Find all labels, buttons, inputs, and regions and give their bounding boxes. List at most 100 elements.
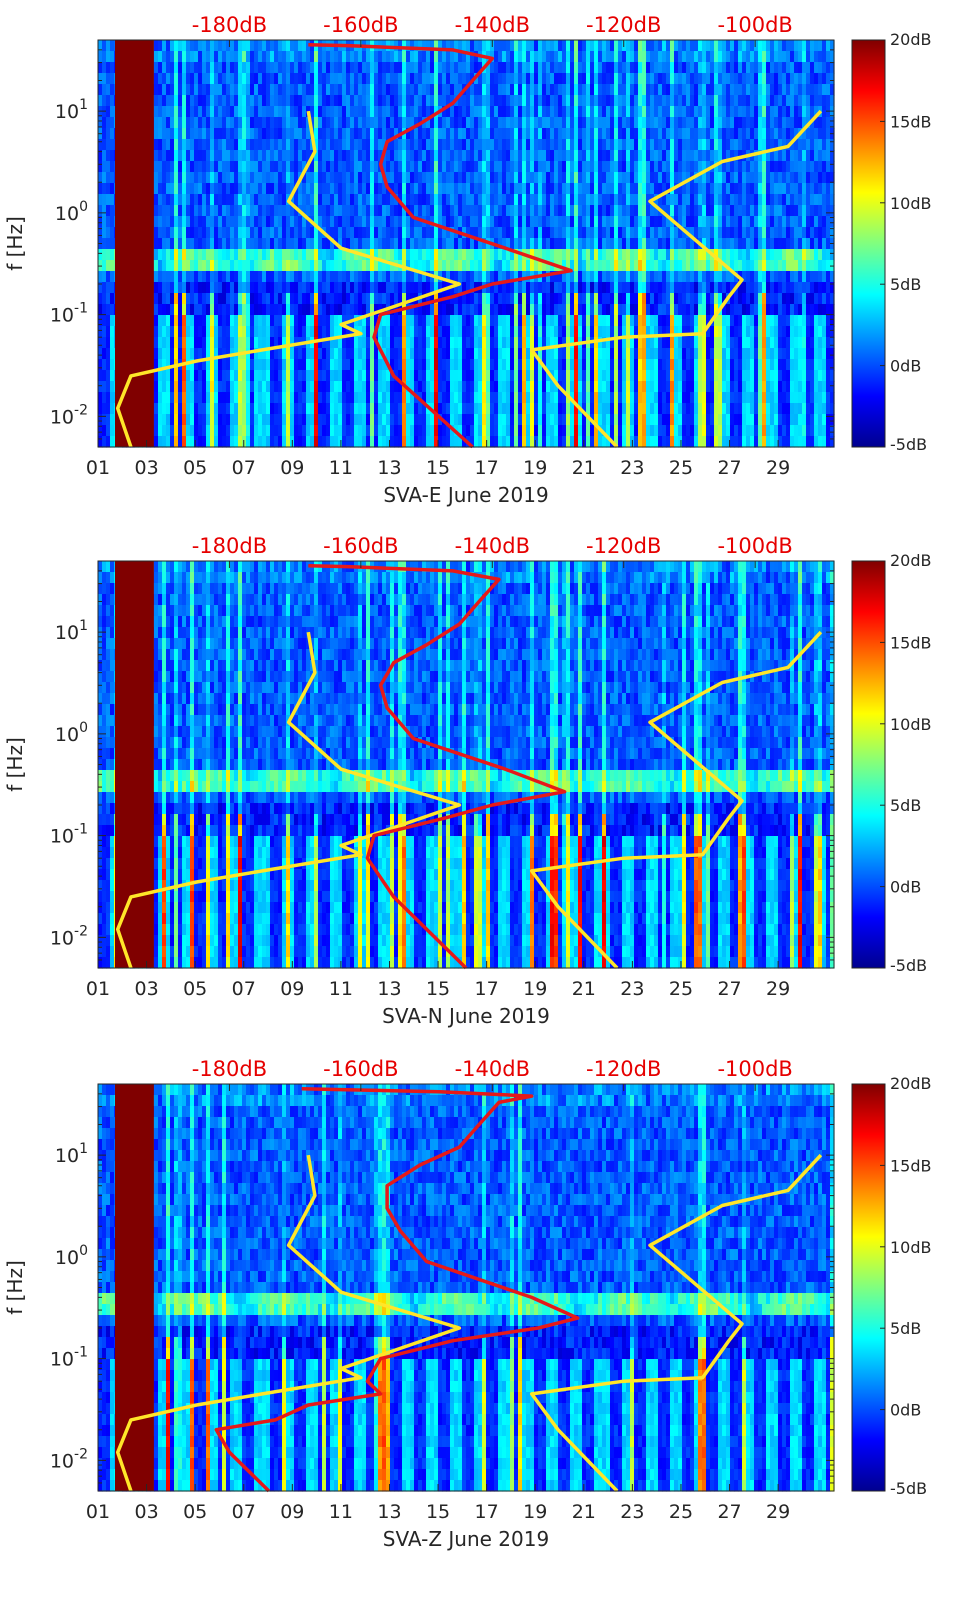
- heat-cell: [174, 436, 179, 448]
- heat-cell: [374, 205, 379, 217]
- heat-cell: [202, 172, 207, 184]
- heat-cell: [102, 348, 107, 360]
- heat-cell: [610, 370, 615, 382]
- heat-cell: [198, 337, 203, 349]
- heat-cell: [206, 436, 211, 448]
- heat-cell: [466, 128, 471, 140]
- heat-cell: [358, 84, 363, 96]
- heat-cell: [598, 139, 603, 151]
- heat-cell: [170, 315, 175, 327]
- heat-cell: [258, 392, 263, 404]
- heat-cell: [162, 139, 167, 151]
- heat-cell: [174, 249, 179, 261]
- heat-cell: [238, 205, 243, 217]
- heat-cell: [498, 150, 503, 162]
- heat-cell: [514, 73, 519, 85]
- heat-cell: [622, 315, 627, 327]
- heat-cell: [310, 425, 315, 437]
- heat-cell: [218, 128, 223, 140]
- heat-cell: [194, 106, 199, 118]
- heat-cell: [186, 227, 191, 239]
- heat-cell: [402, 84, 407, 96]
- heat-cell: [566, 260, 571, 272]
- heat-cell: [310, 293, 315, 305]
- heat-cell: [282, 161, 287, 173]
- heat-cell: [602, 40, 607, 52]
- heat-cell: [530, 51, 535, 63]
- heat-cell: [562, 161, 567, 173]
- heat-cell: [330, 183, 335, 195]
- heat-cell: [426, 84, 431, 96]
- heat-cell: [542, 95, 547, 107]
- heat-cell: [582, 84, 587, 96]
- heat-cell: [318, 326, 323, 338]
- heat-cell: [390, 304, 395, 316]
- heat-cell: [270, 73, 275, 85]
- heat-cell: [266, 293, 271, 305]
- heat-cell: [282, 436, 287, 448]
- heat-cell: [614, 172, 619, 184]
- heat-cell: [506, 403, 511, 415]
- heat-cell: [446, 315, 451, 327]
- heat-cell: [530, 106, 535, 118]
- heat-cell: [626, 436, 631, 448]
- heat-cell: [582, 249, 587, 261]
- heat-cell: [398, 359, 403, 371]
- heat-cell: [186, 84, 191, 96]
- heat-cell: [530, 348, 535, 360]
- heat-cell: [242, 139, 247, 151]
- heat-cell: [522, 326, 527, 338]
- heat-cell: [398, 392, 403, 404]
- heat-cell: [434, 227, 439, 239]
- heat-cell: [538, 62, 543, 74]
- heat-cell: [154, 436, 159, 448]
- heat-cell: [278, 95, 283, 107]
- heat-cell: [614, 370, 619, 382]
- heat-cell: [358, 348, 363, 360]
- heat-cell: [106, 216, 111, 228]
- heat-cell: [542, 293, 547, 305]
- heat-cell: [454, 348, 459, 360]
- heat-cell: [586, 205, 591, 217]
- heat-cell: [230, 205, 235, 217]
- heat-cell: [394, 62, 399, 74]
- heat-cell: [166, 260, 171, 272]
- heat-cell: [614, 403, 619, 415]
- heat-cell: [246, 161, 251, 173]
- heat-cell: [270, 414, 275, 426]
- heat-cell: [238, 249, 243, 261]
- heat-cell: [406, 260, 411, 272]
- heat-cell: [190, 436, 195, 448]
- heat-cell: [486, 128, 491, 140]
- heat-cell: [98, 249, 103, 261]
- heat-cell: [190, 359, 195, 371]
- heat-cell: [550, 139, 555, 151]
- heat-cell: [602, 260, 607, 272]
- heat-cell: [246, 62, 251, 74]
- heat-cell: [338, 205, 343, 217]
- heat-cell: [554, 62, 559, 74]
- heat-cell: [550, 128, 555, 140]
- heat-cell: [518, 128, 523, 140]
- heat-cell: [526, 139, 531, 151]
- heat-cell: [626, 238, 631, 250]
- heat-cell: [170, 183, 175, 195]
- heat-cell: [190, 51, 195, 63]
- heat-cell: [514, 293, 519, 305]
- heat-cell: [250, 194, 255, 206]
- heat-cell: [154, 381, 159, 393]
- heat-cell: [478, 183, 483, 195]
- heat-cell: [98, 293, 103, 305]
- heat-cell: [322, 95, 327, 107]
- heat-cell: [514, 337, 519, 349]
- heat-cell: [382, 370, 387, 382]
- heat-cell: [370, 183, 375, 195]
- heat-cell: [462, 315, 467, 327]
- heat-cell: [218, 359, 223, 371]
- heat-cell: [458, 172, 463, 184]
- heat-cell: [634, 139, 639, 151]
- heat-cell: [522, 337, 527, 349]
- heat-cell: [566, 216, 571, 228]
- heat-cell: [302, 161, 307, 173]
- heat-cell: [474, 326, 479, 338]
